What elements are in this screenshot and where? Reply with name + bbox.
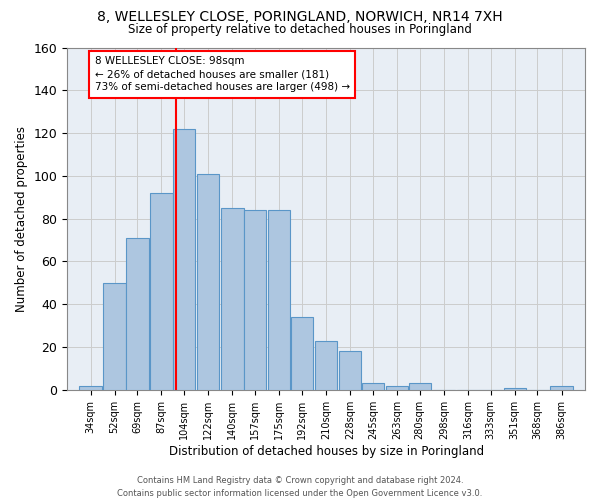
Text: Contains HM Land Registry data © Crown copyright and database right 2024.
Contai: Contains HM Land Registry data © Crown c… [118, 476, 482, 498]
Bar [197, 174, 220, 390]
Bar [339, 352, 361, 390]
Bar [291, 317, 313, 390]
Bar [103, 283, 126, 390]
Bar [126, 238, 149, 390]
Bar [173, 129, 196, 390]
Bar [503, 388, 526, 390]
Text: Size of property relative to detached houses in Poringland: Size of property relative to detached ho… [128, 22, 472, 36]
Bar [315, 340, 337, 390]
Text: 8, WELLESLEY CLOSE, PORINGLAND, NORWICH, NR14 7XH: 8, WELLESLEY CLOSE, PORINGLAND, NORWICH,… [97, 10, 503, 24]
Y-axis label: Number of detached properties: Number of detached properties [15, 126, 28, 312]
Bar [268, 210, 290, 390]
Bar [386, 386, 408, 390]
Bar [244, 210, 266, 390]
Bar [550, 386, 573, 390]
Bar [221, 208, 244, 390]
Text: 8 WELLESLEY CLOSE: 98sqm
← 26% of detached houses are smaller (181)
73% of semi-: 8 WELLESLEY CLOSE: 98sqm ← 26% of detach… [95, 56, 350, 92]
Bar [362, 384, 384, 390]
Bar [151, 193, 173, 390]
Bar [79, 386, 102, 390]
Bar [409, 384, 431, 390]
X-axis label: Distribution of detached houses by size in Poringland: Distribution of detached houses by size … [169, 444, 484, 458]
